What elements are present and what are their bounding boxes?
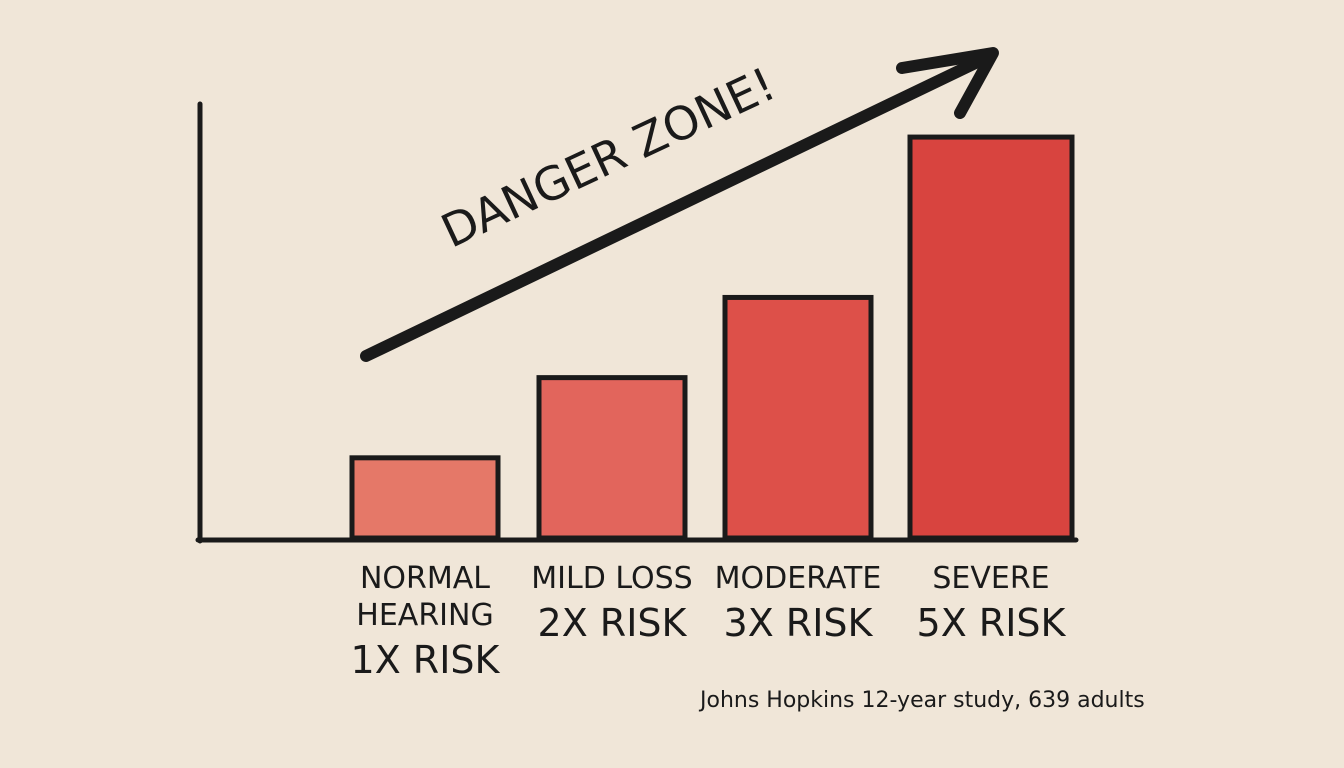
source-note: Johns Hopkins 12-year study, 639 adults [700, 688, 1145, 713]
arrow-head [896, 47, 999, 119]
x-tick-label: NORMAL HEARING [356, 561, 494, 633]
x-tick-label: MODERATE [714, 561, 882, 596]
bar [349, 455, 501, 541]
value-label: 3X RISK [723, 601, 873, 645]
x-tick-label: SEVERE [932, 561, 1050, 596]
annotation: DANGER ZONE! [433, 57, 783, 259]
bar [907, 134, 1075, 541]
bar [722, 294, 874, 541]
label-group: MODERATE 3X RISK [708, 560, 888, 647]
label-group: SEVERE 5X RISK [901, 560, 1081, 647]
label-group: MILD LOSS 2X RISK [522, 560, 702, 647]
label-group: NORMAL HEARING 1X RISK [345, 560, 505, 684]
trend-arrow [360, 50, 996, 362]
x-tick-label: MILD LOSS [531, 561, 693, 596]
value-label: 2X RISK [537, 601, 687, 645]
value-label: 1X RISK [350, 638, 500, 682]
bar [536, 375, 688, 541]
value-label: 5X RISK [916, 601, 1066, 645]
